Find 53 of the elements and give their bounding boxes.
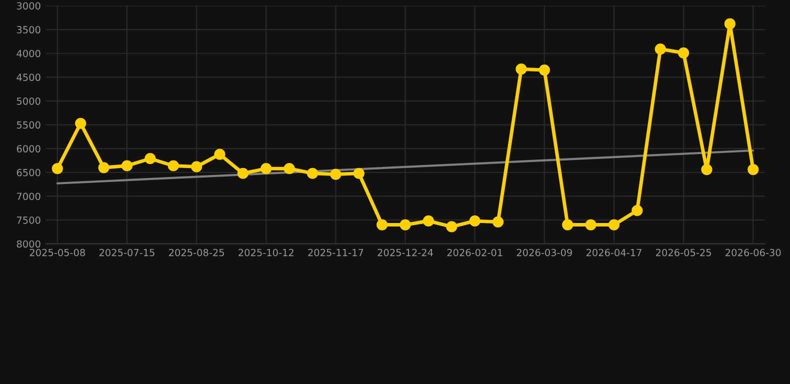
x-tick-label: 2025-05-08: [30, 248, 85, 256]
y-tick-label: 5500: [16, 121, 40, 129]
point: [422, 215, 434, 227]
point: [469, 215, 480, 227]
point: [191, 161, 202, 172]
x-tick-label: 2025-11-17: [308, 248, 364, 256]
y-tick-label: 3000: [16, 2, 40, 10]
point: [701, 164, 712, 176]
point: [353, 168, 364, 179]
x-tick-label: 2025-10-12: [238, 248, 294, 256]
point: [678, 47, 690, 58]
y-tick-label: 5000: [16, 97, 40, 105]
point: [168, 160, 179, 172]
point: [52, 163, 63, 174]
point: [446, 221, 458, 232]
y-tick-label: 7000: [17, 192, 40, 200]
point: [724, 18, 736, 30]
point: [632, 204, 643, 216]
point: [748, 164, 759, 176]
point: [98, 162, 110, 174]
point: [376, 219, 388, 230]
y-tick-label: 4500: [16, 74, 40, 82]
y-tick-label: 6000: [16, 145, 40, 152]
point: [608, 219, 620, 230]
y-tick-label: 8000: [16, 240, 40, 248]
y-tick-label: 3500: [16, 26, 40, 34]
x-tick-label: 2026-04-17: [586, 248, 642, 256]
point: [562, 219, 574, 230]
x-tick-label: 2026-05-25: [656, 248, 711, 256]
point: [492, 216, 504, 228]
x-tick-label: 2026-02-01: [447, 248, 502, 256]
x-tick-label: 2025-07-15: [99, 248, 154, 256]
point: [654, 44, 666, 55]
point: [516, 64, 527, 75]
point: [75, 118, 86, 129]
point: [214, 148, 226, 160]
x-tick-label: 2025-12-24: [378, 248, 433, 256]
point: [144, 153, 156, 164]
x-tick-label: 2026-03-09: [516, 248, 572, 256]
point: [237, 168, 248, 179]
point: [121, 160, 133, 172]
point: [538, 64, 550, 76]
point: [400, 219, 411, 230]
x-tick-label: 2026-06-30: [726, 248, 781, 256]
point: [330, 168, 342, 180]
point: [260, 163, 272, 174]
point: [585, 219, 596, 230]
y-tick-label: 6500: [16, 168, 40, 176]
point: [306, 168, 318, 179]
y-tick-label: 4000: [16, 50, 40, 58]
point: [284, 163, 295, 174]
x-tick-label: 2025-08-25: [169, 248, 224, 256]
y-tick-label: 7500: [17, 216, 40, 224]
